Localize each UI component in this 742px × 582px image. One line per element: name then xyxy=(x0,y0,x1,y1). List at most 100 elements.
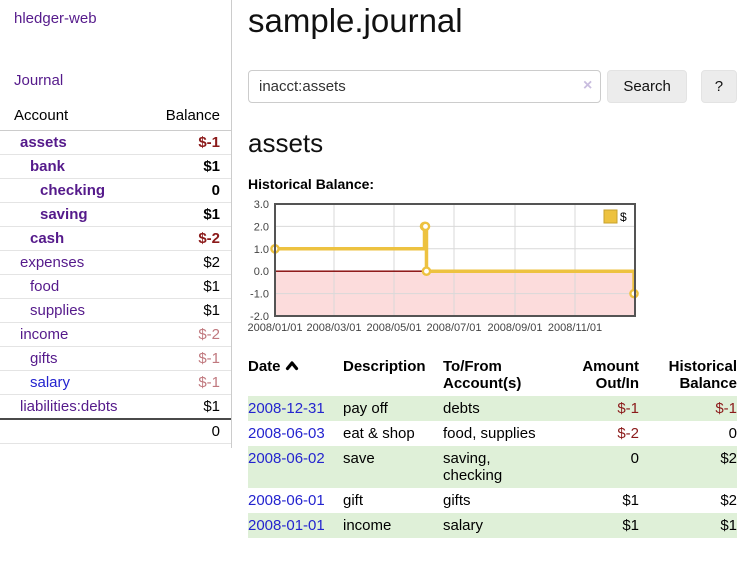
svg-text:-2.0: -2.0 xyxy=(250,311,269,323)
search-button[interactable]: Search xyxy=(607,70,687,103)
transaction-description: gift xyxy=(343,492,364,509)
help-button[interactable]: ? xyxy=(700,70,737,103)
col-date-sortable[interactable]: Date xyxy=(248,354,343,396)
svg-text:2008/01/01: 2008/01/01 xyxy=(248,322,303,334)
register-table: Date Description To/From Account(s) Amou… xyxy=(248,354,737,538)
svg-text:1.0: 1.0 xyxy=(254,244,269,256)
account-row: liabilities:debts $1 xyxy=(0,395,231,420)
transaction-balance: $-1 xyxy=(715,400,737,417)
col-balance: Historical Balance xyxy=(668,358,737,392)
transaction-date-link[interactable]: 2008-01-01 xyxy=(248,517,325,534)
account-link[interactable]: food xyxy=(30,278,60,295)
account-balance: $1 xyxy=(138,154,231,179)
accounts-balance-table: Account Balance assets $-1 bank $1 checking 0… xyxy=(0,105,231,444)
transaction-balance: $2 xyxy=(720,450,737,467)
account-balance: $1 xyxy=(138,202,231,227)
account-balance: $-1 xyxy=(138,130,231,155)
account-link[interactable]: saving xyxy=(40,206,88,223)
col-amount: Amount Out/In xyxy=(582,358,639,392)
svg-text:0.0: 0.0 xyxy=(254,266,269,278)
transaction-date-link[interactable]: 2008-06-02 xyxy=(248,450,325,467)
account-balance: $-1 xyxy=(138,370,231,395)
transaction-amount: $-2 xyxy=(617,425,639,442)
account-link[interactable]: liabilities:debts xyxy=(20,398,118,415)
account-balance: $1 xyxy=(138,274,231,299)
account-link[interactable]: cash xyxy=(30,230,65,247)
historical-balance-chart[interactable]: $3.0 2.0 1.0 0.0 -1.0 -2.0 2008/01/01 2008/03/0… xyxy=(247,198,737,338)
transaction-balance: 0 xyxy=(728,425,737,442)
transaction-row[interactable]: 2008-06-01 gift gifts $1 $2 xyxy=(248,488,737,513)
transaction-date-link[interactable]: 2008-06-01 xyxy=(248,492,325,509)
account-balance: $-1 xyxy=(138,346,231,371)
transaction-accounts: saving, checking xyxy=(443,450,503,484)
account-row: income $-2 xyxy=(0,322,231,347)
account-row: salary $-1 xyxy=(0,370,231,395)
accounts-total-balance: 0 xyxy=(138,418,231,444)
account-balance: 0 xyxy=(138,178,231,203)
transaction-row[interactable]: 2008-12-31 pay off debts $-1 $-1 xyxy=(248,396,737,421)
chart-title: Historical Balance: xyxy=(248,176,375,192)
accounts-header-account: Account xyxy=(0,105,138,131)
accounts-total-row: 0 xyxy=(0,418,231,444)
transaction-amount: $1 xyxy=(622,492,639,509)
transaction-date-link[interactable]: 2008-06-03 xyxy=(248,425,325,442)
account-balance: $2 xyxy=(138,250,231,275)
transaction-date-link[interactable]: 2008-12-31 xyxy=(248,400,325,417)
transaction-row[interactable]: 2008-06-02 save saving, checking 0 $2 xyxy=(248,446,737,488)
search-input[interactable] xyxy=(248,70,602,103)
col-description: Description xyxy=(343,358,426,375)
svg-text:2008/09/01: 2008/09/01 xyxy=(487,322,542,334)
search-form: × Search ? xyxy=(248,70,737,103)
transaction-accounts: gifts xyxy=(443,492,471,509)
svg-text:-1.0: -1.0 xyxy=(250,289,269,301)
col-accounts: To/From Account(s) xyxy=(443,358,522,392)
transaction-row[interactable]: 2008-01-01 income salary $1 $1 xyxy=(248,513,737,538)
transaction-description: income xyxy=(343,517,392,534)
account-link[interactable]: bank xyxy=(30,158,66,175)
account-row: supplies $1 xyxy=(0,298,231,323)
transaction-row[interactable]: 2008-06-03 eat & shop food, supplies $-2 0 xyxy=(248,421,737,446)
account-row: checking 0 xyxy=(0,178,231,203)
sort-ascending-icon xyxy=(285,361,298,371)
svg-text:2.0: 2.0 xyxy=(254,221,269,233)
account-balance: $1 xyxy=(138,298,231,323)
svg-text:$: $ xyxy=(620,210,627,224)
account-balance: $-2 xyxy=(138,226,231,251)
account-row: expenses $2 xyxy=(0,250,231,275)
account-heading: assets xyxy=(248,128,324,158)
account-link[interactable]: gifts xyxy=(30,350,58,367)
svg-text:2008/07/01: 2008/07/01 xyxy=(426,322,481,334)
account-row: gifts $-1 xyxy=(0,346,231,371)
svg-text:2008/03/01: 2008/03/01 xyxy=(306,322,361,334)
account-link[interactable]: income xyxy=(20,326,69,343)
account-link[interactable]: checking xyxy=(40,182,106,199)
transaction-accounts: food, supplies xyxy=(443,425,536,442)
account-link[interactable]: assets xyxy=(20,134,67,151)
sidebar: hledger-web Journal Account Balance asse… xyxy=(0,0,232,448)
transaction-amount: $1 xyxy=(622,517,639,534)
transaction-balance: $2 xyxy=(720,492,737,509)
accounts-header-balance: Balance xyxy=(138,105,231,131)
account-row: cash $-2 xyxy=(0,226,231,251)
account-row: saving $1 xyxy=(0,202,231,227)
account-row: food $1 xyxy=(0,274,231,299)
svg-text:2008/11/01: 2008/11/01 xyxy=(548,322,602,334)
transaction-amount: 0 xyxy=(630,450,639,467)
page-title: sample.journal xyxy=(248,2,463,39)
clear-search-icon[interactable]: × xyxy=(582,77,593,94)
account-link[interactable]: expenses xyxy=(20,254,85,271)
account-balance: $-2 xyxy=(138,322,231,347)
app-brand-link[interactable]: hledger-web xyxy=(14,10,97,27)
account-balance: $1 xyxy=(203,398,220,415)
transaction-description: save xyxy=(343,450,375,467)
svg-text:3.0: 3.0 xyxy=(254,199,269,211)
transaction-balance: $1 xyxy=(720,517,737,534)
transaction-description: eat & shop xyxy=(343,425,415,442)
transaction-accounts: debts xyxy=(443,400,480,417)
account-row: assets $-1 xyxy=(0,130,231,155)
nav-journal-link[interactable]: Journal xyxy=(14,72,64,89)
account-link[interactable]: supplies xyxy=(30,302,86,319)
main-content: sample.journal × Search ? assets Histori… xyxy=(247,0,737,538)
account-link[interactable]: salary xyxy=(30,374,71,391)
